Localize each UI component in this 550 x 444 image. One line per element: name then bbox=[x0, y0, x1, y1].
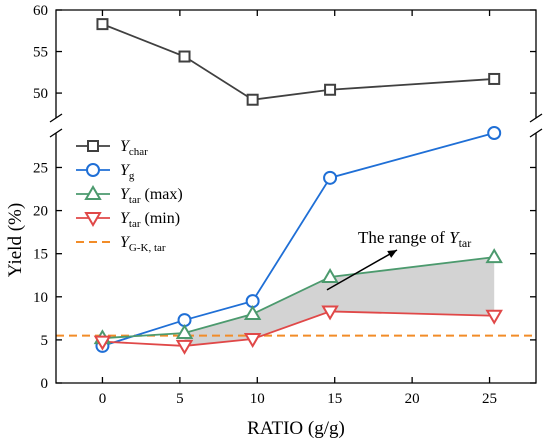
annotation-text: The range of Ytar bbox=[358, 228, 471, 250]
annotation-arrow-head bbox=[387, 250, 397, 258]
upper-axes-frame bbox=[55, 9, 537, 118]
data-point-g bbox=[323, 170, 338, 185]
legend-label-tar_min: Ytar (min) bbox=[120, 210, 180, 230]
x-axis-label: RATIO (g/g) bbox=[247, 418, 345, 439]
data-point-tar_min bbox=[175, 339, 194, 355]
markers-layer bbox=[93, 18, 503, 355]
annotation-layer: The range of Ytar bbox=[326, 228, 471, 291]
ticks-layer: 0 5 10 15 20 25 50 55 60 0 5 10 15 20 25 bbox=[33, 3, 536, 407]
axes-layer bbox=[49, 9, 543, 384]
y-tick-label: 60 bbox=[33, 3, 48, 19]
legend-marker-g bbox=[86, 163, 100, 177]
legend-marker-tar_min bbox=[84, 212, 102, 227]
data-point-tar_min bbox=[243, 333, 262, 349]
x-tick-label: 10 bbox=[250, 391, 265, 407]
legend-marker-char bbox=[87, 140, 99, 152]
data-point-char bbox=[324, 83, 337, 96]
axis-break-mark bbox=[49, 113, 63, 123]
y-tick-label: 15 bbox=[33, 247, 48, 263]
axis-break-mark bbox=[529, 113, 543, 123]
y-tick-label: 50 bbox=[33, 86, 48, 102]
data-point-tar_min bbox=[485, 309, 503, 325]
shaded-range-layer bbox=[184, 257, 495, 346]
x-tick-label: 5 bbox=[176, 391, 184, 407]
y-tick-label: 0 bbox=[41, 376, 49, 392]
series-line-char bbox=[102, 23, 495, 101]
data-point-char bbox=[246, 93, 259, 106]
y-tick-label: 10 bbox=[33, 290, 48, 306]
y-tick-label: 5 bbox=[41, 333, 49, 349]
x-tick-label: 20 bbox=[405, 391, 420, 407]
annotation-arrow-shaft bbox=[326, 249, 398, 291]
axis-break-mark bbox=[529, 128, 543, 138]
y-tick-label: 20 bbox=[33, 204, 48, 220]
data-point-tar_max bbox=[243, 305, 262, 321]
y-tick-label: 55 bbox=[33, 45, 48, 61]
data-point-tar_min bbox=[321, 305, 339, 321]
legend: Ychar Yg Ytar (max) Ytar (min) YG-K, tar bbox=[76, 138, 183, 254]
legend-label-char: Ychar bbox=[120, 138, 148, 158]
data-point-tar_max bbox=[175, 324, 194, 339]
data-point-char bbox=[178, 50, 191, 63]
data-point-g bbox=[487, 126, 502, 140]
legend-marker-tar_max bbox=[84, 185, 102, 200]
legend-label-tar_max: Ytar (max) bbox=[120, 186, 183, 206]
legend-label-g: Yg bbox=[120, 162, 135, 182]
data-point-tar_min bbox=[93, 335, 112, 351]
x-tick-label: 25 bbox=[482, 391, 497, 407]
data-point-char bbox=[488, 72, 501, 85]
y-axis-label: Yield (%) bbox=[5, 203, 26, 277]
tar-range-shading bbox=[184, 257, 495, 346]
data-point-tar_max bbox=[485, 248, 503, 264]
lower-axes-frame bbox=[55, 133, 537, 384]
x-tick-label: 15 bbox=[327, 391, 342, 407]
legend-label-gk-tar: YG-K, tar bbox=[120, 234, 166, 254]
axis-break-mark bbox=[49, 128, 63, 138]
y-tick-label: 25 bbox=[33, 160, 48, 176]
data-point-char bbox=[96, 18, 109, 31]
data-point-tar_max bbox=[321, 267, 339, 283]
x-tick-label: 0 bbox=[99, 391, 107, 407]
